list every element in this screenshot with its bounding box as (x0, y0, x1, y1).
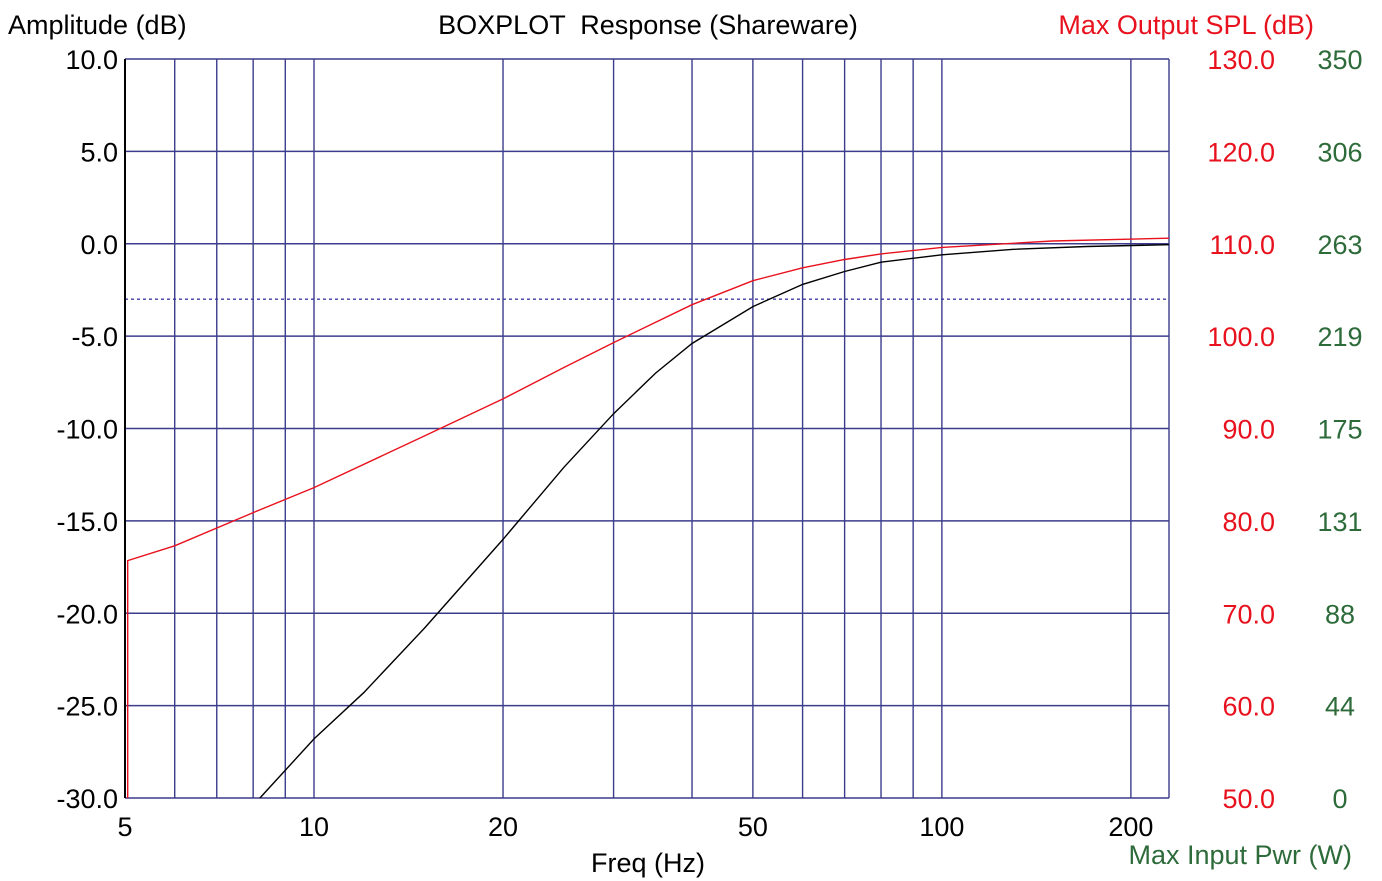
y-tick-label-spl: 80.0 (1222, 507, 1275, 537)
y-tick-label: -15.0 (56, 507, 118, 537)
axes: 10.0 130.0 350 5.0 120.0 306 0.0 110.0 263 -5.0 10… (56, 45, 1362, 842)
series-layer (126, 237, 1170, 799)
y-tick-label: 0.0 (80, 230, 118, 260)
y-tick-label-spl: 50.0 (1222, 784, 1275, 814)
y-axis-right-label: Max Output SPL (dB) (1058, 10, 1314, 40)
x-tick-label: 5 (117, 812, 132, 842)
y-tick-label-pwr: 44 (1325, 692, 1355, 722)
y-tick-label-pwr: 263 (1317, 230, 1362, 260)
x-tick-label: 200 (1108, 812, 1153, 842)
y-tick-label-spl: 120.0 (1207, 137, 1275, 167)
y-tick-label-spl: 90.0 (1222, 415, 1275, 445)
y-tick-label-spl: 100.0 (1207, 322, 1275, 352)
y-tick-label-spl: 130.0 (1207, 45, 1275, 75)
y-tick-label-spl: 110.0 (1209, 230, 1275, 260)
grid (124, 58, 1170, 799)
x-tick-label: 100 (919, 812, 964, 842)
y-tick-label-pwr: 0 (1332, 784, 1347, 814)
series-line-amplitude (259, 244, 1170, 799)
y-tick-label-pwr: 350 (1317, 45, 1362, 75)
y-tick-label-pwr: 88 (1325, 599, 1355, 629)
y-tick-label: -20.0 (56, 599, 118, 629)
y-tick-label-spl: 70.0 (1222, 599, 1275, 629)
x-axis-label: Freq (Hz) (591, 848, 705, 878)
chart-title: BOXPLOT Response (Shareware) (438, 10, 858, 40)
y-tick-label: 5.0 (80, 137, 118, 167)
y-tick-label-pwr: 306 (1317, 137, 1362, 167)
y-tick-label: -25.0 (56, 692, 118, 722)
y-tick-label-pwr: 219 (1317, 322, 1362, 352)
x-tick-label: 20 (488, 812, 518, 842)
y-tick-label: -30.0 (56, 784, 118, 814)
series-line-max-spl (126, 237, 1170, 798)
x-tick-label: 10 (299, 812, 329, 842)
y-axis-right2-label: Max Input Pwr (W) (1128, 840, 1352, 870)
y-axis-left-label: Amplitude (dB) (8, 10, 187, 40)
y-tick-label-pwr: 175 (1317, 415, 1362, 445)
y-tick-label: -10.0 (56, 415, 118, 445)
y-tick-label: -5.0 (71, 322, 118, 352)
x-tick-label: 50 (738, 812, 768, 842)
y-tick-label-pwr: 131 (1317, 507, 1362, 537)
y-tick-label: 10.0 (65, 45, 118, 75)
y-tick-label-spl: 60.0 (1222, 692, 1275, 722)
